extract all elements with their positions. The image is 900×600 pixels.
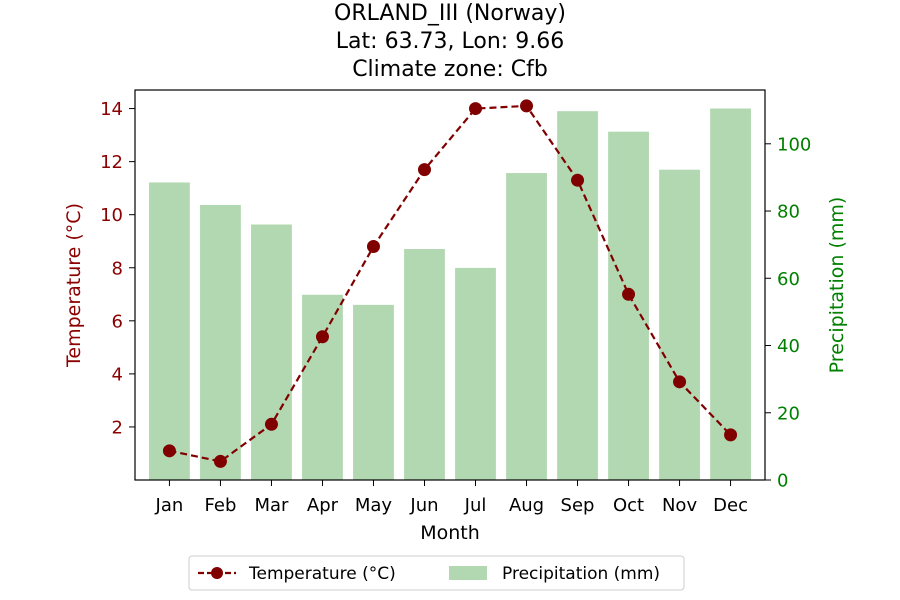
temperature-point-may — [366, 240, 380, 254]
y-left-tick-label-10: 10 — [100, 205, 123, 226]
y-left-tick-label-8: 8 — [112, 258, 123, 279]
chart-title: ORLAND_III (Norway) Lat: 63.73, Lon: 9.6… — [0, 0, 900, 84]
temperature-point-sep — [571, 173, 585, 187]
y-left-tick-label-4: 4 — [112, 364, 123, 385]
temperature-point-apr — [315, 330, 329, 344]
title-line-climate-zone: Climate zone: Cfb — [352, 57, 548, 82]
y-left-tick-label-12: 12 — [100, 152, 123, 173]
temperature-line — [162, 99, 738, 468]
precipitation-bar-jan — [149, 182, 190, 480]
y-left-tick-label-6: 6 — [112, 311, 123, 332]
x-axis-label: Month — [420, 522, 480, 544]
plot-frame — [134, 89, 766, 481]
precipitation-bar-jul — [455, 267, 496, 480]
precipitation-bar-jun — [404, 249, 445, 480]
x-tick-label-aug: Aug — [509, 495, 544, 516]
precipitation-bar-nov — [659, 169, 700, 480]
x-tick-label-dec: Dec — [713, 495, 748, 516]
legend-box — [188, 555, 685, 591]
legend-precipitation-label: Precipitation (mm) — [502, 564, 660, 584]
temperature-point-jan — [162, 444, 176, 458]
x-axis: Jan Feb Mar Apr May Jun Jul Aug Sep Oct Nov Dec — [155, 480, 748, 516]
precipitation-bar-apr — [302, 294, 343, 480]
y-axis-right: 0 20 40 60 80 100 — [765, 134, 811, 492]
precipitation-bar-dec — [710, 108, 751, 480]
temperature-point-oct — [622, 287, 636, 301]
precipitation-bars — [149, 108, 751, 481]
temperature-point-mar — [264, 417, 278, 431]
y-right-tick-label-80: 80 — [777, 202, 800, 223]
y-axis-left-label: Temperature (°C) — [63, 203, 85, 368]
legend-precipitation-swatch — [449, 566, 487, 580]
temperature-point-dec — [724, 428, 738, 442]
title-line-coordinates: Lat: 63.73, Lon: 9.66 — [335, 29, 565, 54]
x-tick-label-nov: Nov — [662, 495, 697, 516]
title-line-station: ORLAND_III (Norway) — [334, 1, 566, 26]
temperature-point-jun — [417, 163, 431, 177]
x-tick-label-jul: Jul — [464, 495, 487, 516]
temperature-point-nov — [673, 375, 687, 389]
x-tick-label-sep: Sep — [561, 495, 595, 516]
precipitation-bar-mar — [251, 224, 292, 480]
precipitation-bar-oct — [608, 131, 649, 481]
y-left-tick-label-2: 2 — [112, 417, 123, 438]
temperature-point-jul — [469, 102, 483, 116]
y-right-tick-label-60: 60 — [777, 269, 800, 290]
precipitation-bar-may — [353, 304, 394, 480]
y-right-tick-label-100: 100 — [777, 134, 811, 155]
y-left-tick-label-14: 14 — [100, 99, 123, 120]
x-tick-label-may: May — [355, 495, 393, 516]
temperature-point-feb — [213, 454, 227, 468]
x-tick-label-jan: Jan — [155, 495, 184, 516]
y-axis-right-label: Precipitation (mm) — [826, 197, 848, 374]
x-tick-label-feb: Feb — [205, 495, 237, 516]
y-right-tick-label-40: 40 — [777, 336, 800, 357]
x-tick-label-apr: Apr — [307, 495, 339, 516]
legend: Temperature (°C) Precipitation (mm) — [188, 555, 685, 591]
precipitation-bar-sep — [557, 111, 598, 481]
y-right-tick-label-20: 20 — [777, 403, 800, 424]
x-tick-label-mar: Mar — [254, 495, 289, 516]
temperature-point-aug — [520, 99, 534, 113]
legend-temperature-swatch-marker — [211, 567, 223, 579]
precipitation-bar-aug — [506, 173, 547, 481]
y-right-tick-label-0: 0 — [777, 471, 788, 492]
temperature-series-line — [169, 104, 732, 463]
x-tick-label-jun: Jun — [409, 495, 438, 516]
legend-temperature-label: Temperature (°C) — [248, 564, 396, 584]
precipitation-bar-feb — [200, 204, 241, 480]
y-axis-left: 2 4 6 8 10 12 14 — [100, 99, 135, 438]
x-tick-label-oct: Oct — [613, 495, 644, 516]
